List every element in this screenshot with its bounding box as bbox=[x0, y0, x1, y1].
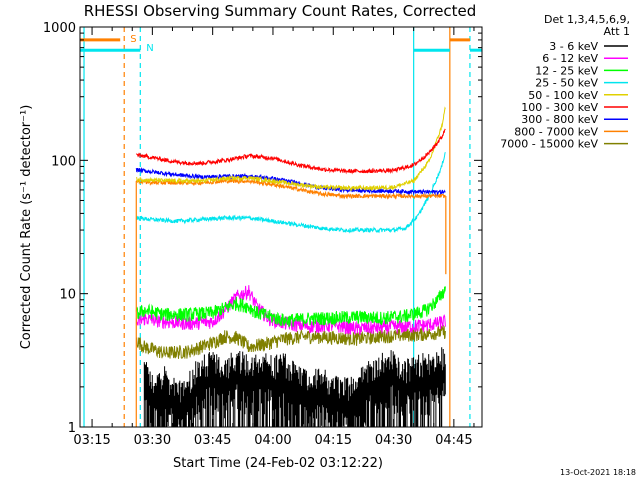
series-line bbox=[143, 347, 446, 427]
series-line bbox=[135, 286, 446, 328]
legend-label: 7000 - 15000 keV bbox=[500, 138, 598, 151]
x-tick-label: 04:45 bbox=[435, 433, 472, 448]
series-3 bbox=[135, 151, 446, 234]
legend-label: 800 - 7000 keV bbox=[514, 125, 598, 138]
y-tick-label: 100 bbox=[51, 154, 76, 169]
plot-frame bbox=[79, 26, 483, 428]
x-tick-label: 03:15 bbox=[73, 433, 110, 448]
axes: 03:15 03:30 03:45 04:00 04:15 04:30 04:45 1 10 10… bbox=[43, 21, 482, 448]
series-7 bbox=[136, 177, 446, 200]
series-4 bbox=[136, 106, 446, 192]
series-8 bbox=[136, 324, 446, 359]
legend-label: 12 - 25 keV bbox=[535, 64, 598, 77]
series-line bbox=[135, 167, 446, 196]
legend-label: 50 - 100 keV bbox=[528, 89, 598, 102]
plot-area: SN bbox=[80, 27, 482, 427]
series-1 bbox=[135, 285, 446, 336]
legend-header: Det 1,3,4,5,6,9, bbox=[544, 13, 630, 26]
series-2 bbox=[135, 286, 446, 328]
y-axis-label: Corrected Count Rate (s⁻¹ detector⁻¹) bbox=[19, 105, 34, 350]
legend-label: 300 - 800 keV bbox=[521, 113, 598, 126]
footer-timestamp: 13-Oct-2021 18:18 bbox=[560, 468, 636, 477]
y-tick-label: 1000 bbox=[43, 21, 76, 36]
legend-label: 6 - 12 keV bbox=[542, 52, 598, 65]
series-line bbox=[136, 106, 446, 192]
series-line bbox=[135, 151, 446, 234]
legend-header: Att 1 bbox=[604, 25, 630, 38]
series-5 bbox=[135, 128, 446, 175]
series-line bbox=[136, 177, 446, 200]
series-line bbox=[136, 324, 446, 359]
legend-label: 100 - 300 keV bbox=[521, 101, 598, 114]
legend-label: 25 - 50 keV bbox=[535, 77, 598, 90]
x-tick-label: 04:00 bbox=[254, 433, 291, 448]
series-line bbox=[135, 285, 446, 336]
series-0 bbox=[143, 347, 446, 427]
series-6 bbox=[135, 167, 446, 196]
legend-label: 3 - 6 keV bbox=[549, 40, 598, 53]
x-tick-label: 03:30 bbox=[134, 433, 171, 448]
chart-title: RHESSI Observing Summary Count Rates, Co… bbox=[84, 2, 477, 20]
y-tick-label: 10 bbox=[59, 288, 76, 303]
x-tick-label: 04:30 bbox=[375, 433, 412, 448]
series-line bbox=[135, 128, 446, 175]
x-tick-label: 04:15 bbox=[315, 433, 352, 448]
marker-label-n: N bbox=[146, 43, 153, 54]
x-tick-label: 03:45 bbox=[194, 433, 231, 448]
x-axis-label: Start Time (24-Feb-02 03:12:22) bbox=[173, 456, 383, 471]
marker-label-s: S bbox=[130, 34, 136, 45]
y-tick-label: 1 bbox=[68, 421, 76, 436]
